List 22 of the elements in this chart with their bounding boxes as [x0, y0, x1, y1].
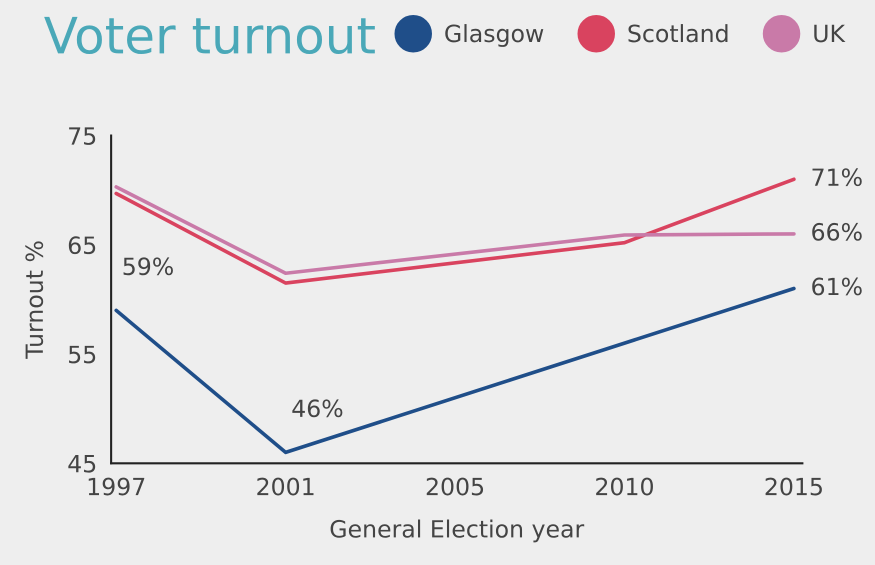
data-label: 71% [812, 168, 862, 186]
data-label: 59% [124, 257, 173, 276]
y-tick-label: 45 [68, 455, 96, 473]
data-label: 61% [812, 278, 862, 296]
legend-label: Scotland [628, 24, 728, 42]
x-tick-label: 2010 [596, 478, 653, 496]
x-tick-label: 2015 [766, 478, 822, 496]
data-label: 46% [292, 399, 342, 418]
y-tick-label: 65 [68, 236, 96, 254]
x-tick-label: 2001 [257, 478, 314, 496]
chart-title: Voter turnout [44, 16, 375, 54]
line-series [114, 185, 796, 276]
x-tick-label: 2005 [426, 478, 484, 496]
legend-label: UK [814, 24, 846, 42]
y-tick-label: 55 [69, 346, 96, 364]
x-axis-title: General Election year [330, 519, 584, 542]
line-series [114, 177, 796, 285]
data-label: 66% [812, 222, 862, 241]
x-tick-label: 1997 [88, 478, 144, 496]
y-tick-label: 75 [69, 127, 96, 145]
y-axis-title: Turnout % [25, 241, 44, 359]
legend-label: Glasgow [445, 24, 544, 47]
